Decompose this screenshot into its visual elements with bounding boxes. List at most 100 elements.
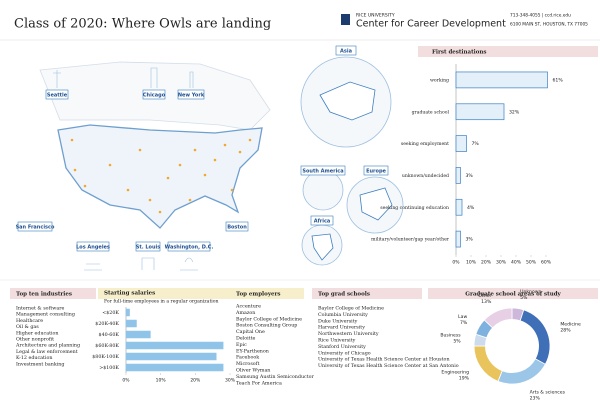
slice	[483, 307, 513, 329]
x-tick-label: 30%	[496, 260, 507, 266]
city: New York	[178, 93, 205, 99]
landmark	[189, 71, 194, 88]
bar	[455, 135, 467, 152]
y-tick-label: seeking continuing education	[380, 205, 449, 211]
globe-south-america	[302, 169, 344, 211]
section-header	[232, 288, 304, 299]
list-item: Capital One	[236, 329, 265, 335]
list-item: Oliver Wyman	[236, 368, 270, 374]
city: Boston	[227, 225, 247, 231]
dot	[248, 138, 252, 142]
globes: Asia South America Europe Africa	[300, 45, 404, 266]
list-item: Legal & law enforcement	[16, 349, 78, 355]
list-item: Stanford University	[318, 344, 366, 350]
y-tick-label: <$20K	[102, 310, 119, 316]
dot	[148, 198, 152, 202]
list-item: Baylor College of Medicine	[318, 306, 384, 312]
list-item: Investment banking	[16, 361, 64, 367]
y-tick-label: working	[430, 77, 449, 83]
section-header	[428, 288, 598, 299]
list-item: Oil & gas	[16, 324, 39, 330]
landmarks	[53, 67, 198, 271]
list-item: Teach For America	[236, 380, 282, 386]
slice-label: Arts & sciences	[530, 389, 566, 395]
dot	[178, 163, 182, 167]
y-tick-label: military/volunteer/gap year/other	[371, 237, 450, 243]
bar	[125, 341, 224, 350]
list-item: Microsoft	[236, 361, 259, 367]
list-item: Boston Consulting Group	[236, 323, 297, 329]
slice-value: 28%	[560, 327, 571, 333]
bar	[455, 103, 505, 121]
list-item: Rice University	[318, 338, 356, 344]
city-box	[177, 89, 205, 100]
landmark	[141, 257, 155, 270]
x-tick-label: 10%	[466, 260, 477, 266]
landmark	[53, 70, 61, 88]
bar	[125, 330, 151, 339]
city-box	[17, 221, 53, 232]
value-label: 61%	[553, 77, 564, 83]
x-tick-label: 0%	[122, 378, 130, 384]
list-item: Internet & software	[16, 306, 65, 312]
university: RICE UNIVERSITY	[356, 13, 395, 19]
value-label: 3%	[466, 173, 474, 179]
bar	[455, 71, 548, 89]
section-header	[10, 288, 96, 299]
asia-shape	[319, 81, 376, 121]
list-item: Northwestern University	[318, 331, 379, 337]
bar	[455, 167, 461, 184]
dot	[108, 163, 112, 167]
city-box	[76, 241, 110, 252]
dot	[73, 168, 77, 172]
city-box	[135, 241, 161, 252]
slice-label: Engineering	[441, 370, 469, 376]
slice-label: Other	[478, 293, 491, 299]
x-tick-label: 60%	[541, 260, 552, 266]
x-tick-label: 20%	[481, 260, 492, 266]
slice-value: 5%	[520, 295, 528, 301]
europe-shape	[359, 187, 393, 221]
slice-value: 13%	[481, 299, 492, 305]
region: South America	[302, 169, 343, 175]
list-item: Other nonprofit	[16, 337, 54, 343]
region: Europe	[366, 169, 386, 175]
location-dots	[70, 138, 252, 214]
bar	[125, 363, 224, 372]
chart-title: First destinations	[432, 50, 486, 56]
list-item: Amazon	[235, 310, 255, 316]
value-label: 7%	[472, 141, 480, 147]
city-labels: Seattle Chicago New York San Francisco L…	[16, 89, 249, 252]
y-tick-label: $80K-100K	[92, 354, 119, 360]
slice-label: Medicine	[560, 321, 581, 327]
list-item: University of Texas Health Science Cente…	[318, 363, 459, 369]
value-label: 3%	[466, 237, 474, 243]
landmark	[84, 263, 102, 271]
region: Asia	[340, 49, 352, 55]
logo	[341, 14, 350, 25]
office: Center for Career Development	[356, 19, 506, 30]
region: Africa	[314, 219, 331, 225]
bar	[125, 319, 137, 328]
x-tick-label: 30%	[225, 378, 236, 384]
list-item: Duke University	[318, 318, 358, 324]
contact: 713-348-4055 | ccd.rice.edu	[510, 13, 571, 19]
africa-shape	[311, 233, 334, 261]
dot	[188, 198, 192, 202]
city-box	[45, 89, 69, 100]
list-item: Epic	[236, 342, 247, 348]
bar	[125, 352, 217, 361]
value-label: 4%	[467, 205, 475, 211]
y-tick-label: >$100K	[99, 365, 119, 371]
section-title: Top employers	[236, 292, 281, 298]
x-tick-label: 20%	[190, 378, 201, 384]
slice-value: 5%	[453, 338, 461, 344]
slice-value: 7%	[460, 320, 468, 326]
dot	[166, 176, 170, 180]
x-tick-label: 40%	[511, 260, 522, 266]
dot	[193, 148, 197, 152]
region-box	[335, 45, 357, 56]
city: Washington, D.C.	[165, 245, 214, 251]
